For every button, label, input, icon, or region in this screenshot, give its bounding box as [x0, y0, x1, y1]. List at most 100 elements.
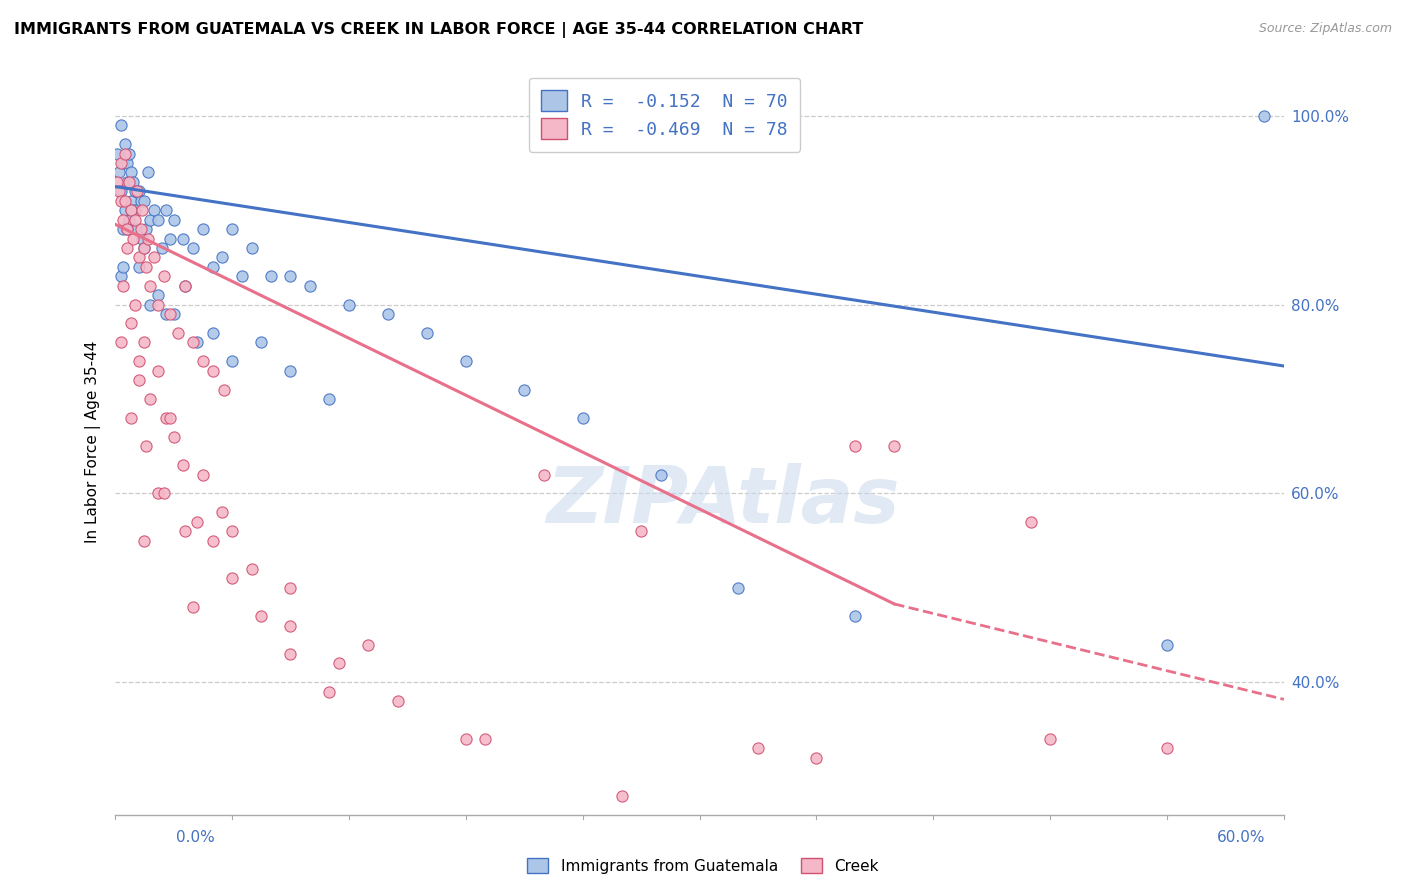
Point — [221, 524, 243, 539]
Point — [211, 251, 233, 265]
Point — [883, 439, 905, 453]
Point — [128, 260, 150, 274]
Point — [191, 354, 214, 368]
Point — [454, 731, 477, 746]
Point — [146, 486, 169, 500]
Point — [280, 581, 302, 595]
Point — [174, 524, 197, 539]
Point — [125, 184, 148, 198]
Point — [136, 165, 159, 179]
Point — [115, 222, 138, 236]
Point — [150, 241, 173, 255]
Text: 60.0%: 60.0% — [1218, 830, 1265, 845]
Point — [111, 278, 134, 293]
Point — [115, 241, 138, 255]
Point — [191, 467, 214, 482]
Point — [105, 146, 128, 161]
Point — [111, 260, 134, 274]
Point — [1253, 109, 1275, 123]
Point — [1039, 731, 1062, 746]
Point — [159, 411, 181, 425]
Point — [115, 156, 138, 170]
Point — [387, 694, 409, 708]
Point — [118, 146, 141, 161]
Point — [1156, 638, 1178, 652]
Point — [328, 657, 350, 671]
Point — [135, 260, 157, 274]
Point — [162, 430, 184, 444]
Point — [111, 156, 134, 170]
Point — [214, 383, 236, 397]
Point — [124, 212, 146, 227]
Point — [211, 505, 233, 519]
Point — [280, 269, 302, 284]
Point — [318, 392, 340, 406]
Point — [139, 297, 162, 311]
Point — [129, 194, 152, 208]
Point — [181, 599, 204, 614]
Point — [120, 165, 142, 179]
Point — [159, 231, 181, 245]
Point — [186, 335, 208, 350]
Point — [260, 269, 283, 284]
Point — [110, 118, 132, 132]
Point — [162, 307, 184, 321]
Point — [110, 335, 132, 350]
Point — [134, 194, 156, 208]
Point — [630, 524, 652, 539]
Point — [128, 251, 150, 265]
Point — [201, 260, 224, 274]
Point — [143, 203, 166, 218]
Point — [474, 731, 496, 746]
Point — [377, 307, 399, 321]
Point — [155, 411, 177, 425]
Point — [201, 364, 224, 378]
Point — [114, 203, 136, 218]
Text: IMMIGRANTS FROM GUATEMALA VS CREEK IN LABOR FORCE | AGE 35-44 CORRELATION CHART: IMMIGRANTS FROM GUATEMALA VS CREEK IN LA… — [14, 22, 863, 38]
Point — [134, 335, 156, 350]
Point — [114, 137, 136, 152]
Point — [108, 184, 131, 198]
Point — [128, 354, 150, 368]
Point — [129, 222, 152, 236]
Point — [747, 741, 769, 756]
Point — [221, 354, 243, 368]
Point — [110, 184, 132, 198]
Point — [806, 751, 828, 765]
Legend: Immigrants from Guatemala, Creek: Immigrants from Guatemala, Creek — [522, 852, 884, 880]
Point — [172, 231, 194, 245]
Point — [115, 222, 138, 236]
Point — [240, 241, 263, 255]
Point — [153, 269, 176, 284]
Point — [139, 278, 162, 293]
Point — [298, 278, 321, 293]
Point — [318, 685, 340, 699]
Point — [136, 231, 159, 245]
Point — [120, 194, 142, 208]
Point — [124, 203, 146, 218]
Point — [280, 618, 302, 632]
Point — [139, 212, 162, 227]
Point — [114, 146, 136, 161]
Point — [250, 335, 273, 350]
Point — [121, 175, 143, 189]
Point — [110, 156, 132, 170]
Point — [105, 175, 128, 189]
Point — [1019, 515, 1042, 529]
Point — [650, 467, 672, 482]
Point — [120, 411, 142, 425]
Point — [121, 231, 143, 245]
Point — [146, 297, 169, 311]
Point — [357, 638, 380, 652]
Point — [155, 203, 177, 218]
Text: ZIPAtlas: ZIPAtlas — [546, 463, 900, 540]
Point — [454, 354, 477, 368]
Point — [1156, 741, 1178, 756]
Point — [139, 392, 162, 406]
Point — [128, 373, 150, 387]
Point — [128, 184, 150, 198]
Point — [120, 203, 142, 218]
Point — [727, 581, 749, 595]
Point — [174, 278, 197, 293]
Point — [337, 297, 360, 311]
